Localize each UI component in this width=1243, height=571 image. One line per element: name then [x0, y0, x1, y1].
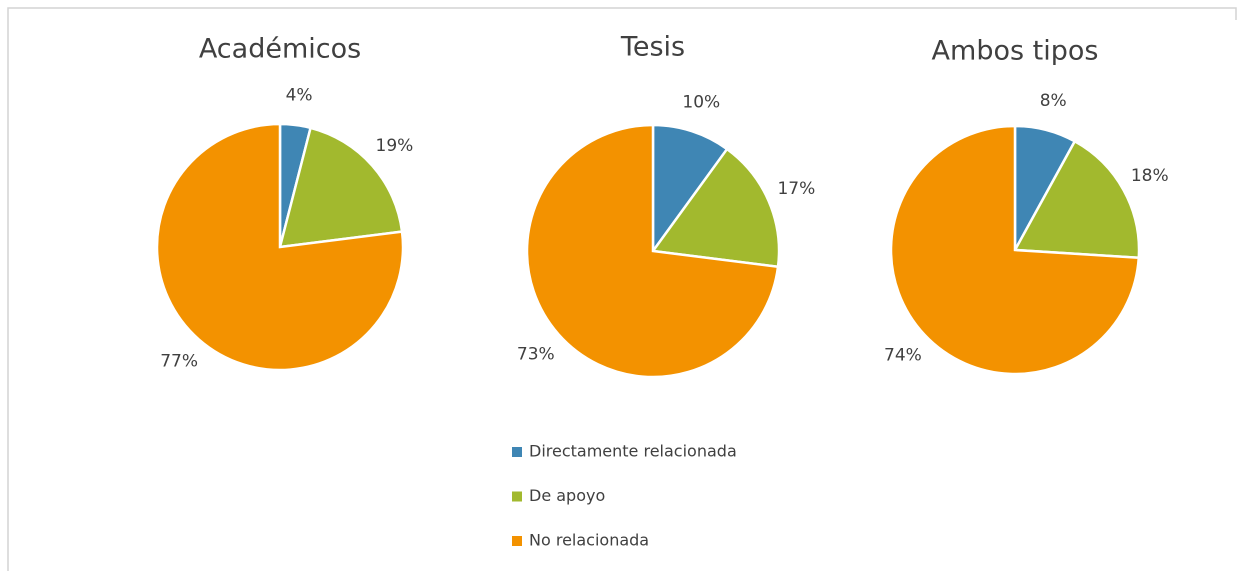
frame [7, 7, 1237, 571]
data-label: 74% [884, 345, 922, 365]
pie-title: Ambos tipos [932, 36, 1099, 67]
data-label: 18% [1131, 166, 1169, 186]
data-label: 17% [777, 179, 815, 199]
legend-label: No relacionada [529, 531, 649, 550]
pie-slice [651, 123, 729, 255]
pie-slice [650, 147, 781, 269]
data-label: 4% [286, 86, 313, 106]
legend-swatch [512, 447, 522, 457]
data-label: 8% [1040, 91, 1067, 111]
pie-title: Tesis [620, 32, 685, 63]
data-label: 19% [376, 136, 414, 156]
data-label: 77% [160, 351, 198, 371]
pie-title: Académicos [199, 34, 361, 65]
legend-swatch [512, 536, 522, 546]
pie-slice [278, 126, 404, 249]
data-label: 73% [517, 344, 555, 364]
data-label: 10% [682, 92, 720, 112]
pie-slice [889, 124, 1141, 376]
legend-label: De apoyo [529, 486, 605, 505]
pie-slice [1012, 139, 1141, 260]
pie-slice [525, 123, 780, 379]
legend-swatch [512, 491, 522, 502]
legend-label: Directamente relacionada [529, 442, 737, 461]
pie-slice [155, 122, 405, 372]
